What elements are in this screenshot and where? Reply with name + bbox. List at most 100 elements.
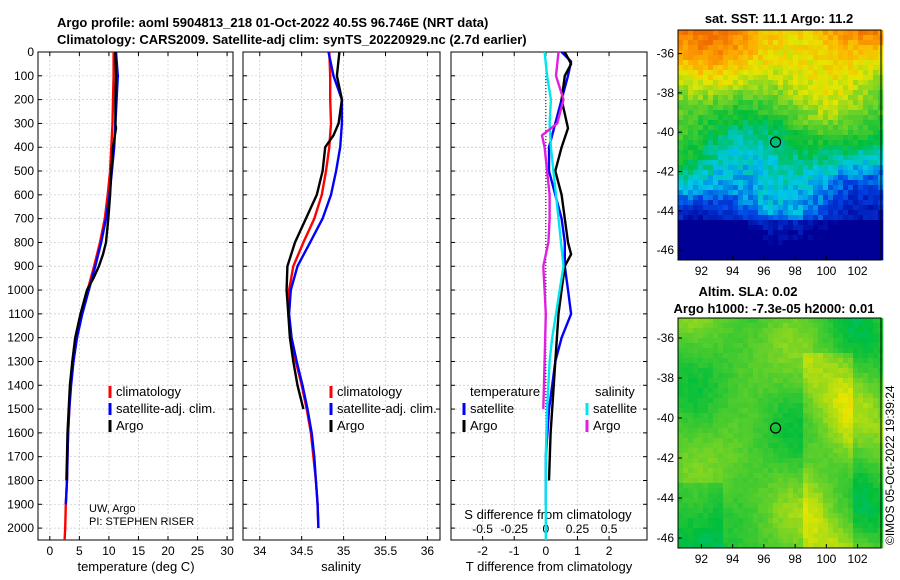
credit-pi: PI: STEPHEN RISER [89, 516, 195, 528]
sla-map-title: Altim. SLA: 0.02 [699, 284, 798, 299]
x-tick-label: 10 [102, 544, 116, 558]
sla-map-subtitle: Argo h1000: -7.3e-05 h2000: 0.01 [674, 301, 875, 316]
sst-map-x-tick-label: 94 [726, 264, 740, 278]
figure-title-line2: Climatology: CARS2009. Satellite-adj cli… [57, 32, 527, 47]
x-tick-label-T: 2 [606, 544, 613, 558]
y-tick-label: 1300 [7, 354, 34, 368]
sst-map-y-tick-label: -44 [657, 204, 675, 218]
diff-legend-S-argo-label: Argo [593, 418, 620, 433]
diff-legend-salinity-title: salinity [595, 384, 635, 399]
y-tick-label: 1200 [7, 331, 34, 345]
x-tick-label-T: -2 [477, 544, 488, 558]
sla-map-heatmap [678, 318, 884, 549]
salinity-axis-label: salinity [321, 559, 361, 574]
sst-map-y-tick-label: -42 [657, 165, 675, 179]
x-tick-label: 25 [191, 544, 205, 558]
axes-frame-temperature [37, 51, 234, 541]
sla-map-y-tick-label: -36 [657, 331, 675, 345]
x-tick-label: 15 [132, 544, 146, 558]
y-tick-label: 300 [14, 116, 34, 130]
y-tick-label: 1000 [7, 283, 34, 297]
temperature-series-satellite [64, 51, 120, 505]
x-tick-label: 34 [253, 544, 267, 558]
diff-legend-T-argo-label: Argo [470, 418, 497, 433]
temp-legend-climatology-label: climatology [116, 384, 182, 399]
sal-legend-satellite-label: satellite-adj. clim. [337, 401, 437, 416]
sla-map-y-tick-label: -40 [657, 411, 675, 425]
x-tick-label-S: 0.5 [601, 522, 618, 536]
y-tick-label: 900 [14, 259, 34, 273]
salinity-series-satellite [287, 51, 344, 529]
sla-map-x-tick-label: 102 [848, 552, 868, 566]
sla-map-y-tick-label: -46 [657, 531, 675, 545]
sla-map-frame [677, 317, 882, 549]
sst-map-y-tick-label: -40 [657, 125, 675, 139]
imos-timestamp: ©IMOS 05-Oct-2022 19:39:24 [883, 385, 897, 545]
sst-map-heatmap [678, 30, 884, 261]
x-tick-label: 35.5 [374, 544, 398, 558]
diff-S-satellite [543, 51, 565, 540]
axes-frame-salinity [242, 51, 441, 541]
sst-map-title: sat. SST: 11.1 Argo: 11.2 [705, 11, 853, 26]
y-tick-label: 1800 [7, 473, 34, 487]
sst-map-y-tick-label: -38 [657, 86, 675, 100]
x-tick-label-S: 0.25 [566, 522, 590, 536]
sal-legend-argo-label: Argo [337, 418, 364, 433]
sst-map-y-tick-label: -36 [657, 47, 675, 61]
temp-legend-satellite-label: satellite-adj. clim. [116, 401, 216, 416]
sst-map-frame [677, 29, 882, 261]
sst-map-x-tick-label: 96 [757, 264, 771, 278]
diff-legend-T-satellite-label: satellite [470, 401, 514, 416]
temperature-series-climatology [63, 52, 115, 541]
sla-map-x-tick-label: 100 [816, 552, 836, 566]
y-tick-label: 100 [14, 69, 34, 83]
y-tick-label: 1900 [7, 497, 34, 511]
sst-map-x-tick-label: 92 [695, 264, 709, 278]
y-tick-label: 500 [14, 164, 34, 178]
x-tick-label-T: 0 [542, 544, 549, 558]
credit-institution: UW, Argo [89, 503, 136, 515]
y-tick-label: 1500 [7, 402, 34, 416]
x-tick-label-S: -0.5 [472, 522, 493, 536]
x-tick-label: 36 [421, 544, 435, 558]
x-tick-label-S: -0.25 [501, 522, 529, 536]
sla-map-x-tick-label: 92 [695, 552, 709, 566]
sst-map-y-tick-label: -46 [657, 243, 675, 257]
sst-map-argo-position-marker [769, 136, 782, 148]
T-difference-axis-label: T difference from climatology [466, 559, 633, 574]
diff-T-satellite [544, 51, 573, 505]
y-tick-label: 1700 [7, 450, 34, 464]
x-tick-label: 20 [161, 544, 175, 558]
axes-frame-difference [450, 51, 648, 541]
y-tick-label: 200 [14, 93, 34, 107]
sla-map-argo-position-marker [769, 422, 782, 434]
sla-map-y-tick-label: -44 [657, 491, 675, 505]
y-tick-label: 700 [14, 212, 34, 226]
sst-map-x-tick-label: 102 [848, 264, 868, 278]
x-tick-label-T: -1 [509, 544, 520, 558]
figure-title-line1: Argo profile: aoml 5904813_218 01-Oct-20… [57, 15, 489, 30]
sla-map-y-tick-label: -42 [657, 451, 675, 465]
sst-map-x-tick-label: 98 [788, 264, 802, 278]
temperature-axis-label: temperature (deg C) [77, 559, 194, 574]
sla-map-x-tick-label: 94 [726, 552, 740, 566]
sla-map-x-tick-label: 98 [788, 552, 802, 566]
y-tick-label: 1400 [7, 378, 34, 392]
y-tick-label: 2000 [7, 521, 34, 535]
x-tick-label-T: 1 [574, 544, 581, 558]
sal-legend-climatology-label: climatology [337, 384, 403, 399]
y-tick-label: 800 [14, 235, 34, 249]
x-tick-label: 35 [337, 544, 351, 558]
temp-legend-argo-label: Argo [116, 418, 143, 433]
S-difference-axis-label: S difference from climatology [464, 507, 632, 522]
y-tick-label: 1100 [8, 307, 34, 321]
x-tick-label: 0 [46, 544, 53, 558]
salinity-series-argo [285, 51, 344, 410]
temperature-series-argo [65, 51, 118, 481]
diff-legend-temperature-title: temperature [470, 384, 540, 399]
x-tick-label: 30 [220, 544, 234, 558]
diff-S-argo [540, 51, 565, 410]
y-tick-label: 400 [14, 140, 34, 154]
x-tick-label: 5 [76, 544, 83, 558]
